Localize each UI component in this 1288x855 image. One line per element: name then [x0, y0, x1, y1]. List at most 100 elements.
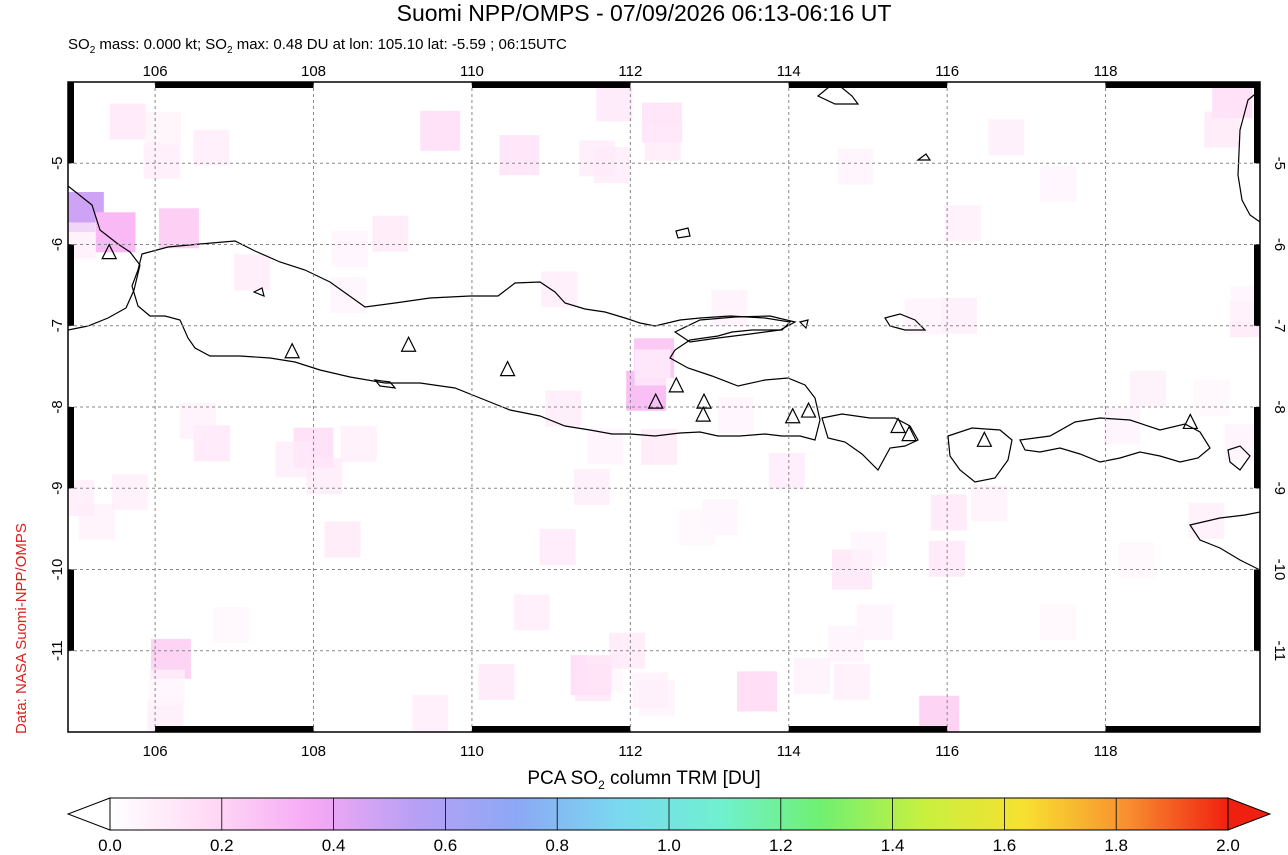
volcano-icon — [1182, 413, 1199, 430]
lon-tick-label-bottom: 114 — [777, 743, 801, 760]
so2-background-pixel — [679, 509, 716, 546]
frame-bar-left — [68, 569, 74, 651]
so2-background-pixel — [574, 664, 611, 701]
so2-background-pixel — [412, 694, 449, 731]
so2-background-pixel — [644, 124, 681, 161]
so2-background-pixel — [179, 403, 216, 440]
volcano-icon — [668, 376, 685, 393]
coastline-islet-5 — [798, 319, 809, 330]
so2-background-pixel — [1193, 379, 1230, 416]
colorbar-tick-label: 0.0 — [98, 836, 122, 855]
colorbar-title-subscript: 2 — [598, 777, 605, 792]
volcano-icon — [800, 401, 817, 418]
so2-background-pixel — [596, 85, 633, 122]
so2-background-pixel — [971, 485, 1008, 522]
map-figure: 106 106 108 108 110 110 112 112 114 114 116 116 118 1… — [49, 63, 1288, 760]
coastline-layer — [68, 82, 1260, 571]
so2-background-pixel — [850, 531, 887, 568]
so2-background-pixel — [193, 129, 230, 166]
map-title: Suomi NPP/OMPS - 07/09/2026 06:13-06:16 … — [396, 0, 892, 26]
so2-pixel — [919, 695, 960, 732]
lon-tick-label-top: 114 — [777, 63, 801, 80]
so2-background-pixel — [545, 390, 582, 427]
coastline-kalimantan — [816, 82, 860, 105]
volcano-icon — [284, 342, 301, 359]
so2-background-pixel — [1130, 370, 1167, 407]
so2-background-pixel — [711, 289, 748, 326]
so2-summary: SO2 mass: 0.000 kt; SO2 max: 0.48 DU at … — [68, 36, 567, 60]
coastline-sumbawa — [1019, 417, 1211, 463]
frame-bar-right — [1254, 569, 1260, 651]
colorbar-over-arrow — [1227, 797, 1272, 831]
so2-background-pixel — [1103, 408, 1140, 445]
so2-background-pixel — [833, 664, 870, 701]
so2-background-pixel — [793, 657, 830, 694]
so2-background-pixel — [324, 521, 361, 558]
volcano-icon — [647, 392, 664, 409]
volcano-icon — [101, 243, 118, 260]
frame-bar-bottom — [788, 726, 948, 732]
lat-tick-label-right: -7 — [1271, 319, 1288, 332]
so2-background-pixel — [856, 604, 893, 641]
lat-tick-label-left: -6 — [49, 238, 66, 251]
colorbar-tick-label: 1.2 — [769, 836, 793, 855]
volcano-icon — [784, 407, 801, 424]
so2-background-pixel — [904, 298, 941, 335]
lon-tick-label-bottom: 108 — [301, 743, 326, 760]
so2-background-pixel — [768, 452, 805, 489]
colorbar-tick-label: 1.6 — [993, 836, 1017, 855]
so2-background-pixel — [275, 441, 312, 478]
frame-tick-bars — [68, 82, 1260, 732]
so2-background-pixel — [144, 111, 181, 148]
so2-max-text: max: 0.48 DU at lon: 105.10 lat: -5.59 ;… — [232, 36, 567, 53]
colorbar-tick-label: 1.4 — [881, 836, 905, 855]
so2-background-pixel — [541, 271, 578, 308]
frame-bar-right — [1254, 244, 1260, 326]
so2-background-pixel — [944, 205, 981, 242]
lon-tick-label-bottom: 112 — [618, 743, 642, 760]
lon-tick-label-bottom: 110 — [460, 743, 484, 760]
lon-tick-label-top: 108 — [301, 63, 326, 80]
coastline-islet-3 — [373, 379, 397, 389]
so2-background-pixel — [837, 148, 874, 185]
so2-background-pixel — [539, 529, 576, 566]
volcano-icon — [901, 425, 918, 442]
so2-background-pixel — [306, 458, 343, 495]
frame-bar-right — [1254, 82, 1260, 164]
so2-pixel-layer — [68, 82, 1260, 732]
so2-background-pixel — [930, 494, 967, 531]
so2-pixel — [158, 208, 199, 249]
coastline-islet-6 — [1227, 445, 1251, 471]
so2-background-pixel — [212, 607, 249, 644]
so2-background-pixel — [634, 349, 671, 386]
frame-bar-top — [1105, 82, 1260, 88]
lat-tick-label-right: -5 — [1271, 157, 1288, 170]
so2-background-pixel — [632, 672, 669, 709]
coastline-java — [131, 240, 821, 441]
lat-tick-label-left: -10 — [49, 559, 66, 581]
colorbar-tick-label: 2.0 — [1216, 836, 1240, 855]
coastline-madura — [673, 315, 797, 343]
lat-tick-label-right: -8 — [1271, 400, 1288, 413]
so2-background-pixel — [1040, 165, 1077, 202]
colorbar-tick-label: 1.0 — [657, 836, 681, 855]
coastline-sumatra — [68, 185, 141, 331]
colorbar-tick-label: 1.8 — [1104, 836, 1128, 855]
lat-tick-label-right: -10 — [1271, 559, 1288, 581]
volcano-markers — [101, 243, 1199, 447]
lat-tick-label-right: -11 — [1271, 640, 1288, 661]
colorbar-tick-label: 0.6 — [434, 836, 458, 855]
colorbar-tick-label: 0.4 — [322, 836, 346, 855]
colorbar-tick-label: 0.2 — [210, 836, 234, 855]
lat-tick-label-right: -9 — [1271, 482, 1288, 495]
volcano-icon — [976, 430, 993, 447]
colorbar-under-arrow — [66, 797, 111, 831]
so2-background-pixel — [478, 663, 515, 700]
coastline-sumba — [1189, 511, 1260, 571]
so2-background-pixel — [332, 231, 369, 268]
lat-tick-label-left: -9 — [49, 482, 66, 495]
coastline-islet-2 — [252, 287, 265, 297]
so2-background-pixel — [717, 397, 754, 434]
lon-tick-label-bottom: 106 — [143, 743, 168, 760]
frame-bar-top — [155, 82, 314, 88]
